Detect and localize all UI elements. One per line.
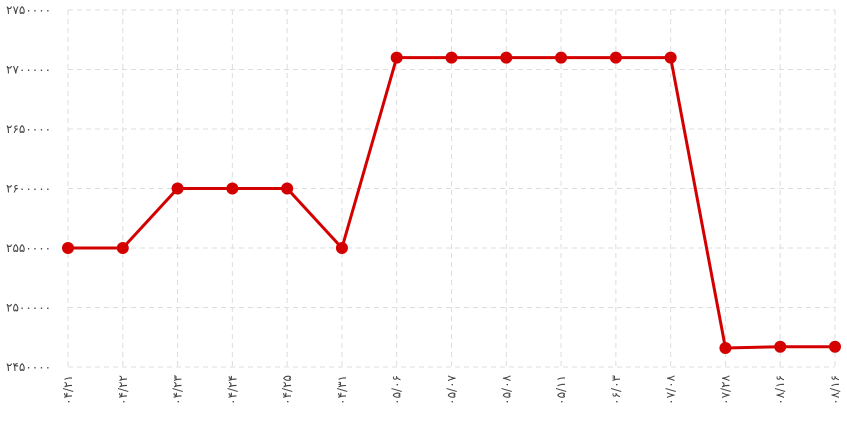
point xyxy=(664,51,677,64)
x-tick-label: ۰۴/۲۵ xyxy=(280,375,294,405)
point xyxy=(171,182,184,195)
x-tick-label: ۰۴/۳۱ xyxy=(335,375,349,405)
point xyxy=(335,242,348,254)
point xyxy=(226,182,239,195)
x-tick-label: ۰۴/۲۳ xyxy=(171,374,185,404)
point xyxy=(829,340,841,353)
point xyxy=(116,242,129,254)
point xyxy=(609,51,622,64)
point xyxy=(555,51,568,64)
y-tick-label: ۲۶۵۰۰۰۰ xyxy=(6,122,51,136)
x-tick-label: ۰۵/۱۱ xyxy=(554,375,568,405)
point xyxy=(390,51,403,64)
x-tick-label: ۰۷/۰۸ xyxy=(664,374,678,404)
y-tick-label: ۲۵۰۰۰۰۰ xyxy=(6,301,51,315)
x-tick-label: ۰۷/۲۸ xyxy=(718,374,732,404)
x-tick-label: ۰۵/۰۷ xyxy=(445,374,459,404)
x-tick-label: ۰۴/۲۴ xyxy=(225,375,239,405)
point xyxy=(500,51,513,64)
x-tick-label: ۰۸/۱۶ xyxy=(773,375,787,405)
y-tick-label: ۲۴۵۰۰۰۰ xyxy=(6,360,51,374)
y-tick-label: ۲۵۵۰۰۰۰ xyxy=(6,241,51,255)
point xyxy=(445,51,458,64)
y-tick-label: ۲۷۵۰۰۰۰ xyxy=(6,3,51,17)
x-tick-label: ۰۸/۱۶ xyxy=(828,375,842,405)
x-tick-label: ۰۵/۰۸ xyxy=(499,374,513,404)
point xyxy=(719,341,732,354)
y-tick-label: ۲۷۰۰۰۰۰ xyxy=(6,63,51,77)
point xyxy=(281,182,294,195)
point xyxy=(774,340,787,353)
y-tick-label: ۲۶۰۰۰۰۰ xyxy=(6,182,51,196)
point xyxy=(62,242,74,254)
x-tick-label: ۰۵/۰۶ xyxy=(390,375,404,405)
x-tick-label: ۰۴/۲۱ xyxy=(61,375,75,405)
x-tick-label: ۰۶/۰۳ xyxy=(609,374,623,404)
x-tick-label: ۰۴/۲۲ xyxy=(116,375,130,405)
